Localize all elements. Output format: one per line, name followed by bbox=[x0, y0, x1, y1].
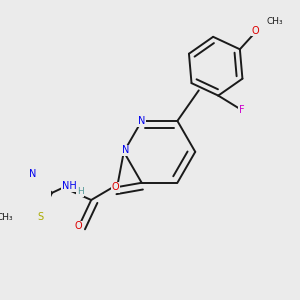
Text: F: F bbox=[239, 105, 244, 115]
Text: O: O bbox=[112, 182, 119, 192]
Text: CH₃: CH₃ bbox=[266, 17, 283, 26]
Text: N: N bbox=[138, 116, 146, 126]
Text: CH₃: CH₃ bbox=[0, 213, 13, 222]
Text: O: O bbox=[252, 26, 259, 36]
Text: O: O bbox=[75, 221, 82, 231]
Text: S: S bbox=[37, 212, 43, 222]
Text: N: N bbox=[28, 169, 36, 179]
Text: N: N bbox=[122, 145, 129, 155]
Text: NH: NH bbox=[62, 181, 77, 191]
Text: H: H bbox=[77, 187, 84, 196]
